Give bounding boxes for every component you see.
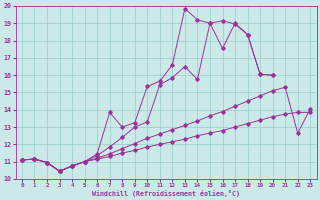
- X-axis label: Windchill (Refroidissement éolien,°C): Windchill (Refroidissement éolien,°C): [92, 190, 240, 197]
